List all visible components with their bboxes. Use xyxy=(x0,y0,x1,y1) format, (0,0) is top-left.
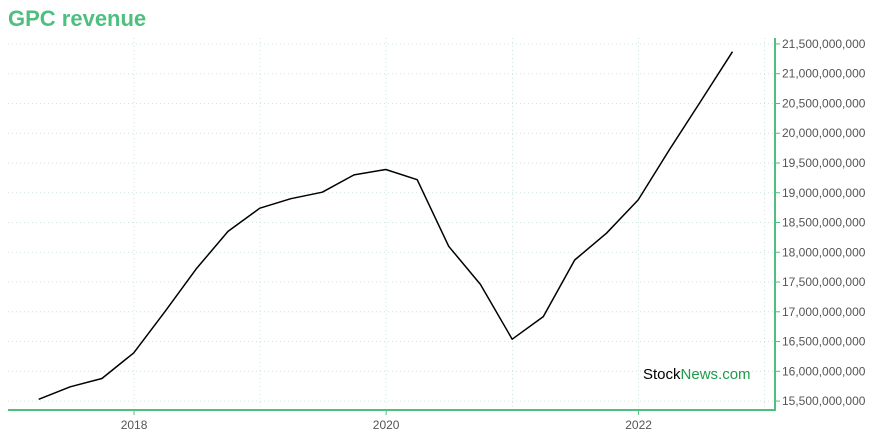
y-tick-label: 18,000,000,000 xyxy=(782,245,866,259)
watermark-part3: .com xyxy=(718,366,751,383)
y-tick-label: 18,500,000,000 xyxy=(782,216,866,230)
watermark-part1: Stock xyxy=(643,366,681,383)
y-tick-label: 17,000,000,000 xyxy=(782,305,866,319)
y-tick-label: 16,000,000,000 xyxy=(782,364,866,378)
axes xyxy=(8,38,776,411)
y-tick-label: 20,500,000,000 xyxy=(782,96,866,110)
watermark: StockNews.com xyxy=(643,366,751,383)
y-tick-label: 21,500,000,000 xyxy=(782,37,866,51)
series-line xyxy=(38,51,734,400)
y-tick-labels: 15,500,000,000 16,000,000,000 16,500,000,0… xyxy=(775,37,866,408)
chart-title: GPC revenue xyxy=(8,6,147,31)
y-tick-label: 16,500,000,000 xyxy=(782,335,866,349)
x-tick-labels: 2018 2020 2022 xyxy=(121,410,652,432)
y-tick-label: 21,000,000,000 xyxy=(782,67,866,81)
watermark-part2: News xyxy=(681,366,719,383)
series-group xyxy=(38,51,734,400)
y-tick-label: 20,000,000,000 xyxy=(782,126,866,140)
y-tick-label: 19,500,000,000 xyxy=(782,156,866,170)
x-tick-label: 2020 xyxy=(373,418,400,432)
y-tick-label: 19,000,000,000 xyxy=(782,186,866,200)
y-tick-label: 15,500,000,000 xyxy=(782,394,866,408)
x-tick-label: 2022 xyxy=(625,418,652,432)
grid-lines xyxy=(8,38,775,410)
x-tick-label: 2018 xyxy=(121,418,148,432)
y-tick-label: 17,500,000,000 xyxy=(782,275,866,289)
